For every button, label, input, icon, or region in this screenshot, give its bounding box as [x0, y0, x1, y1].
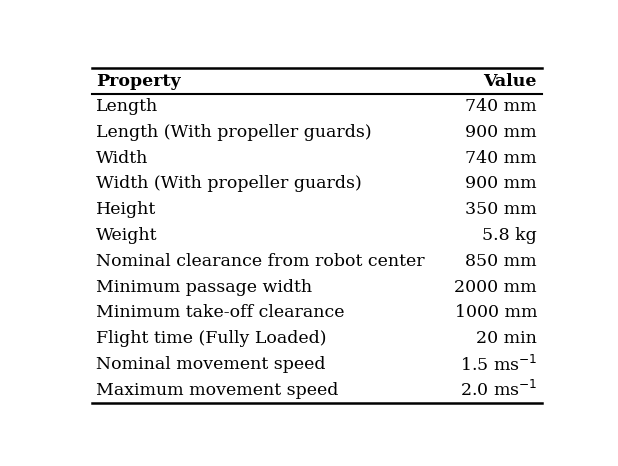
Text: Value: Value [483, 73, 537, 89]
Text: Maximum movement speed: Maximum movement speed [96, 382, 339, 399]
Text: 350 mm: 350 mm [465, 201, 537, 218]
Text: 1.5 ms$^{-1}$: 1.5 ms$^{-1}$ [460, 355, 537, 375]
Text: 2000 mm: 2000 mm [454, 279, 537, 295]
Text: 5.8 kg: 5.8 kg [482, 227, 537, 244]
Text: Minimum passage width: Minimum passage width [96, 279, 313, 295]
Text: Width: Width [96, 150, 149, 167]
Text: Minimum take-off clearance: Minimum take-off clearance [96, 304, 345, 322]
Text: 900 mm: 900 mm [465, 124, 537, 141]
Text: 740 mm: 740 mm [465, 98, 537, 115]
Text: 850 mm: 850 mm [465, 253, 537, 270]
Text: Width (With propeller guards): Width (With propeller guards) [96, 175, 362, 192]
Text: Length: Length [96, 98, 159, 115]
Text: 900 mm: 900 mm [465, 175, 537, 192]
Text: Property: Property [96, 73, 181, 89]
Text: Flight time (Fully Loaded): Flight time (Fully Loaded) [96, 330, 327, 347]
Text: Nominal movement speed: Nominal movement speed [96, 356, 326, 373]
Text: 1000 mm: 1000 mm [455, 304, 537, 322]
Text: Weight: Weight [96, 227, 158, 244]
Text: 20 min: 20 min [476, 330, 537, 347]
Text: Height: Height [96, 201, 156, 218]
Text: Length (With propeller guards): Length (With propeller guards) [96, 124, 372, 141]
Text: 740 mm: 740 mm [465, 150, 537, 167]
Text: 2.0 ms$^{-1}$: 2.0 ms$^{-1}$ [460, 380, 537, 400]
Text: Nominal clearance from robot center: Nominal clearance from robot center [96, 253, 425, 270]
